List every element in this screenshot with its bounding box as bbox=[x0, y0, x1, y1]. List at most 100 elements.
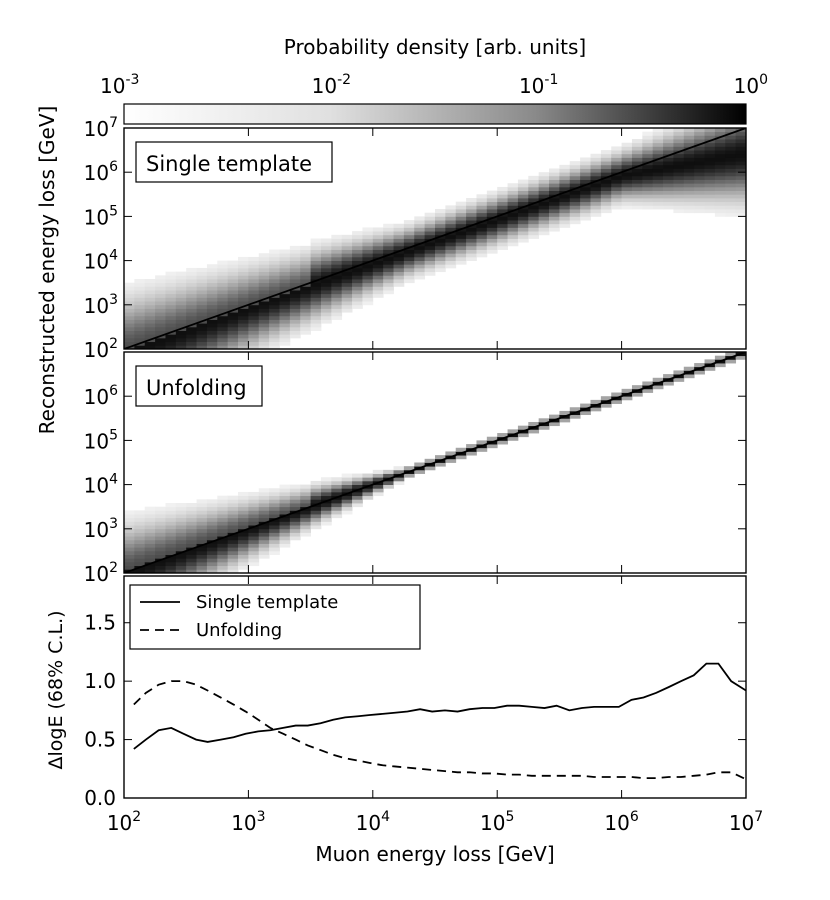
heatmap-cell bbox=[124, 517, 135, 522]
heatmap-cell bbox=[362, 249, 374, 254]
heatmap-cell bbox=[735, 172, 746, 177]
heatmap-cell bbox=[652, 150, 664, 155]
heatmap-cell bbox=[196, 521, 208, 526]
heatmap-cell bbox=[165, 337, 177, 343]
heatmap-cell bbox=[725, 146, 737, 151]
heatmap-cell bbox=[258, 326, 270, 331]
heatmap-cell bbox=[196, 293, 208, 298]
heatmap-cell bbox=[300, 499, 311, 504]
heatmap-cell bbox=[175, 293, 187, 298]
heatmap-cell bbox=[652, 168, 664, 173]
heatmap-cell bbox=[683, 209, 695, 214]
heatmap-cell bbox=[186, 506, 197, 511]
heatmap-cell bbox=[124, 301, 135, 306]
heatmap-cell bbox=[165, 547, 177, 552]
heatmap-cell bbox=[331, 238, 343, 243]
heatmap-cell bbox=[310, 510, 322, 515]
heatmap-cell bbox=[124, 290, 135, 295]
heatmap-cell bbox=[549, 175, 560, 180]
heatmap-cell bbox=[476, 223, 488, 228]
heatmap-cell bbox=[206, 517, 218, 522]
heatmap-cell bbox=[352, 245, 363, 250]
heatmap-cell bbox=[352, 297, 363, 302]
heatmap-cell bbox=[642, 168, 654, 173]
heatmap-cell bbox=[289, 334, 301, 339]
heatmap-cell bbox=[352, 484, 363, 489]
heatmap-cell bbox=[683, 205, 695, 210]
heatmap-cell bbox=[175, 510, 187, 515]
heatmap-cell bbox=[704, 190, 716, 195]
heatmap-cell bbox=[186, 304, 197, 309]
heatmap-cell bbox=[144, 539, 156, 544]
heatmap-cell bbox=[569, 168, 581, 173]
heatmap-cell bbox=[155, 532, 166, 537]
heatmap-cell bbox=[694, 150, 705, 155]
heatmap-cell bbox=[155, 543, 166, 548]
heatmap-cell bbox=[124, 326, 135, 331]
heatmap-cell bbox=[341, 488, 353, 493]
heatmap-cell bbox=[227, 341, 239, 346]
heatmap-cell bbox=[383, 238, 394, 243]
heatmap-cell bbox=[320, 267, 332, 273]
heatmap-cell bbox=[155, 525, 166, 530]
heatmap-cell bbox=[134, 517, 146, 522]
heatmap-cell bbox=[186, 528, 197, 533]
heatmap-cell bbox=[403, 260, 415, 265]
heatmap-cell bbox=[486, 201, 498, 206]
heatmap-cell bbox=[507, 186, 519, 192]
heatmap-cell bbox=[258, 256, 270, 261]
heatmap-cell bbox=[673, 161, 685, 166]
heatmap-cell bbox=[300, 503, 311, 508]
heatmap-cell bbox=[175, 282, 187, 287]
y-tick-label: 106 bbox=[84, 159, 118, 185]
heatmap-cell bbox=[642, 201, 654, 206]
heatmap-cell bbox=[631, 205, 643, 210]
heatmap-cell bbox=[227, 525, 239, 530]
heatmap-cell bbox=[124, 510, 135, 515]
heatmap-cell bbox=[248, 510, 260, 515]
heatmap-cell bbox=[393, 264, 405, 269]
heatmap-cell bbox=[341, 477, 353, 482]
heatmap-cell bbox=[403, 223, 415, 228]
heatmap-cell bbox=[258, 547, 270, 552]
heatmap-cell bbox=[248, 323, 260, 328]
heatmap-cell bbox=[497, 223, 508, 228]
heatmap-cell bbox=[611, 197, 622, 203]
heatmap-cell bbox=[414, 231, 426, 236]
heatmap-cell bbox=[642, 175, 654, 180]
heatmap-cell bbox=[258, 304, 270, 309]
heatmap-cell bbox=[144, 558, 156, 563]
heatmap-cell bbox=[258, 503, 270, 508]
heatmap-cell bbox=[217, 499, 229, 504]
heatmap-cell bbox=[217, 514, 229, 519]
heatmap-cell bbox=[248, 286, 260, 291]
heatmap-cell bbox=[279, 517, 291, 522]
heatmap-cell bbox=[580, 194, 591, 199]
heatmap-cell bbox=[673, 146, 685, 151]
heatmap-cell bbox=[528, 234, 540, 239]
heatmap-cell bbox=[331, 245, 343, 250]
heatmap-cell bbox=[673, 186, 685, 192]
heatmap-cell bbox=[248, 308, 260, 313]
heatmap-cell bbox=[476, 231, 488, 236]
heatmap-cell bbox=[331, 506, 343, 511]
heatmap-cell bbox=[196, 312, 208, 317]
heatmap-cell bbox=[694, 197, 705, 203]
heatmap-cell bbox=[455, 260, 467, 265]
heatmap-cell bbox=[445, 260, 457, 265]
heatmap-cell bbox=[155, 569, 166, 573]
heatmap-cell bbox=[269, 337, 280, 343]
heatmap-cell bbox=[310, 304, 322, 309]
heatmap-cell bbox=[248, 264, 260, 269]
heatmap-cell bbox=[559, 216, 571, 221]
heatmap-cell bbox=[144, 528, 156, 533]
heatmap-cell bbox=[476, 194, 488, 199]
heatmap-cell bbox=[186, 517, 197, 522]
heatmap-cell bbox=[175, 554, 187, 559]
heatmap-cell bbox=[206, 279, 218, 284]
heatmap-cell bbox=[414, 256, 426, 261]
heatmap-cell bbox=[466, 216, 477, 221]
heatmap-cell bbox=[310, 282, 322, 287]
heatmap-cell bbox=[725, 197, 737, 203]
heatmap-cell bbox=[683, 183, 695, 188]
